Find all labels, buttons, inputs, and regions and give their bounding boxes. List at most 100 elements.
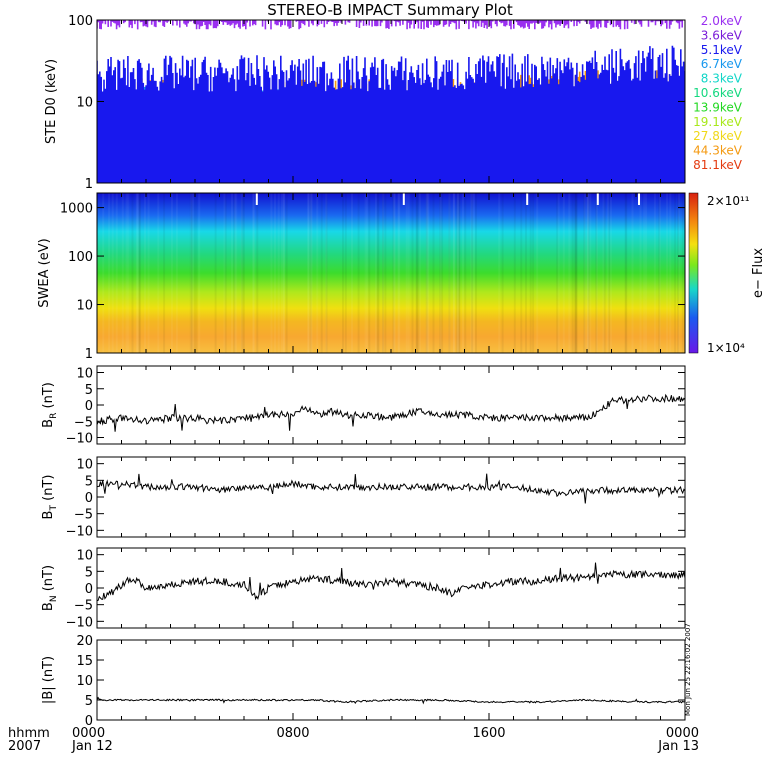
- swea-streak: [195, 193, 198, 353]
- swea-streak: [192, 193, 195, 353]
- y-tick-label: 5: [85, 383, 93, 398]
- swea-streak: [282, 193, 285, 353]
- swea-streak: [366, 193, 369, 353]
- time-axis-label: hhmm: [8, 726, 50, 741]
- swea-streak: [274, 193, 276, 353]
- swea-streak: [108, 193, 111, 353]
- swea-streak: [377, 193, 380, 353]
- swea-streak: [595, 193, 598, 353]
- swea-streak: [307, 193, 310, 353]
- swea-gap: [638, 193, 640, 205]
- swea-streak: [587, 193, 590, 353]
- bmag-ylabel: |B| (nT): [41, 656, 56, 704]
- swea-streak: [432, 193, 435, 353]
- ste-legend-item: 27.8keV: [693, 129, 743, 143]
- swea-streak: [586, 193, 589, 353]
- swea-streak: [325, 193, 328, 353]
- y-tick-label: 10: [76, 299, 93, 314]
- y-tick-label: −10: [66, 615, 93, 630]
- swea-streak: [677, 193, 680, 353]
- swea-streak: [384, 193, 387, 353]
- swea-streak: [253, 193, 256, 353]
- swea-streak: [448, 193, 451, 353]
- y-tick-label: 10: [76, 367, 93, 382]
- y-tick-label: 5: [85, 694, 93, 709]
- swea-streak: [375, 193, 377, 353]
- swea-streak: [368, 193, 371, 353]
- ste-panel: 1 10 100 STE D0 (keV): [44, 14, 686, 192]
- swea-streak: [316, 193, 319, 353]
- bn-panel: −10−5 0 510 BN (nT): [41, 547, 686, 630]
- swea-panel: 1 10 100 1000 SWEA (eV): [37, 192, 686, 362]
- y-tick-label: −10: [66, 524, 93, 539]
- swea-streak: [252, 193, 255, 353]
- swea-streak: [475, 193, 477, 353]
- y-tick-label: −5: [74, 415, 93, 430]
- swea-streak: [277, 193, 280, 353]
- bmag-trace: [97, 696, 685, 705]
- swea-streak: [242, 193, 245, 353]
- swea-streak: [427, 193, 430, 353]
- swea-streak: [452, 193, 455, 353]
- plot-title: STEREO-B IMPACT Summary Plot: [267, 1, 513, 19]
- swea-streak: [677, 193, 680, 353]
- swea-streak: [190, 193, 193, 353]
- swea-streak: [681, 193, 684, 353]
- ste-legend-item: 44.3keV: [693, 144, 743, 158]
- br-trace: [97, 393, 685, 432]
- y-tick-label: −5: [74, 508, 93, 523]
- swea-streak: [631, 193, 634, 353]
- swea-streak: [407, 193, 410, 353]
- swea-streak: [280, 193, 283, 353]
- swea-gap: [526, 193, 529, 205]
- time-tick-hhmm: 0800: [276, 726, 309, 741]
- swea-streak: [589, 193, 592, 353]
- swea-streak: [382, 193, 384, 353]
- time-tick-hhmm: 0000: [72, 726, 105, 741]
- swea-streak: [439, 193, 442, 353]
- swea-streak: [674, 193, 677, 353]
- swea-streak: [256, 193, 259, 353]
- colorbar-ramp: [688, 192, 699, 354]
- swea-streak: [608, 193, 611, 353]
- swea-streak: [364, 193, 367, 353]
- swea-streak: [658, 193, 661, 353]
- y-tick-label: 10: [76, 549, 93, 564]
- swea-streak: [609, 193, 612, 353]
- swea-streak: [357, 193, 360, 353]
- swea-streak: [131, 193, 134, 353]
- swea-streak: [625, 193, 628, 353]
- swea-streak: [111, 193, 114, 353]
- swea-streak: [144, 193, 146, 353]
- swea-streak: [439, 193, 442, 353]
- swea-streak: [376, 193, 379, 353]
- swea-streak: [398, 193, 401, 353]
- ste-legend-item: 6.7keV: [701, 57, 743, 71]
- time-tick-date: Jan 12: [71, 739, 113, 754]
- y-tick-label: 1000: [60, 202, 93, 217]
- y-tick-label: 0: [85, 399, 93, 414]
- ste-ylabel: STE D0 (keV): [44, 59, 59, 144]
- swea-streak: [583, 193, 586, 353]
- swea-streak: [223, 193, 226, 353]
- swea-streak: [115, 193, 118, 353]
- y-tick-label: 10: [76, 674, 93, 689]
- swea-streak: [639, 193, 642, 353]
- swea-streak: [320, 193, 323, 353]
- colorbar-min-label: 1×10⁴: [707, 341, 745, 355]
- ste-legend-item: 5.1keV: [701, 43, 743, 57]
- swea-streak: [458, 193, 461, 353]
- y-tick-label: 1: [85, 177, 93, 192]
- ste-trace: [97, 45, 685, 183]
- swea-streak: [659, 193, 661, 353]
- swea-streak: [473, 193, 476, 353]
- swea-streak: [344, 193, 347, 353]
- swea-streak: [121, 193, 124, 353]
- swea-streak: [163, 193, 166, 353]
- swea-streak: [456, 193, 459, 353]
- swea-streak: [653, 193, 656, 353]
- bn-ylabel: BN (nT): [41, 565, 59, 611]
- swea-ylabel: SWEA (eV): [37, 238, 52, 307]
- swea-streak: [342, 193, 344, 353]
- colorbar-max-label: 2×10¹¹: [707, 194, 750, 208]
